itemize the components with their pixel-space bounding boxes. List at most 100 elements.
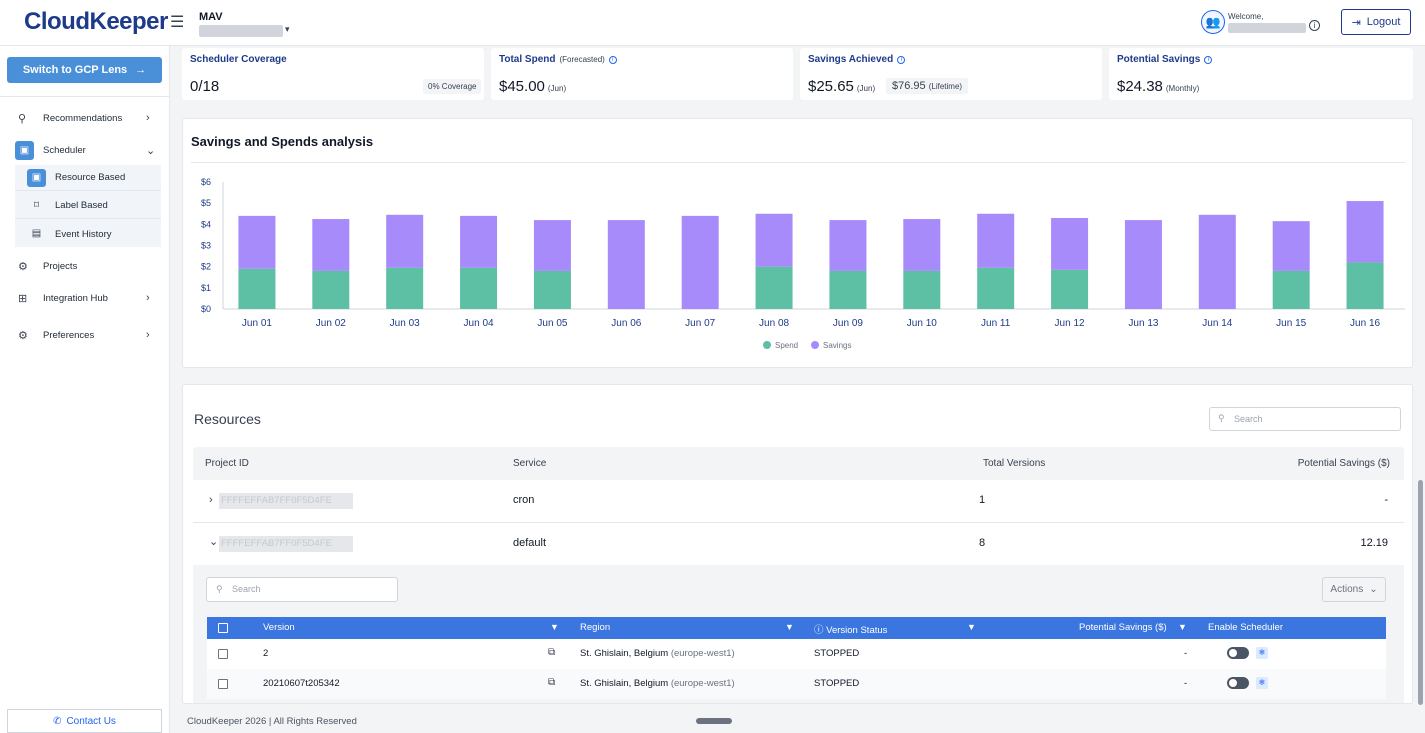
copy-icon[interactable]: ⧉ <box>548 677 556 688</box>
bar-savings <box>755 213 793 267</box>
status-cell: STOPPED <box>814 678 860 689</box>
info-icon: ⓘ <box>814 625 827 636</box>
table-row: 20210607t205342 ⧉ St. Ghislain, Belgium … <box>207 669 1386 699</box>
column-header-version[interactable]: Version <box>263 622 295 633</box>
resources-table-header: Project ID Service Total Versions Potent… <box>193 447 1404 480</box>
logout-icon: ⇥ <box>1351 16 1361 29</box>
welcome-text: Welcome, <box>1228 12 1264 21</box>
row-checkbox[interactable] <box>218 649 228 659</box>
column-header-enable-scheduler[interactable]: Enable Scheduler <box>1208 622 1283 633</box>
kpi-value: $24.38 (Monthly) <box>1117 78 1199 95</box>
search-placeholder: Search <box>1234 414 1263 424</box>
project-id-redacted: FFFFEFFAB7FF0F5D4FE <box>219 536 353 552</box>
x-tick-label: Jun 14 <box>1202 318 1232 329</box>
gear-icon: ⚙ <box>18 329 28 342</box>
bar-savings <box>829 220 867 271</box>
sidebar-subitem-event-history[interactable]: ▤ Event History <box>15 221 161 247</box>
x-tick-label: Jun 15 <box>1276 318 1306 329</box>
filter-icon[interactable]: ▼ <box>785 622 794 632</box>
column-header-total-versions[interactable]: Total Versions <box>983 458 1046 469</box>
service-cell: default <box>513 537 547 549</box>
enable-scheduler-toggle[interactable] <box>1227 647 1249 659</box>
scrollbar-thumb[interactable] <box>1418 480 1423 705</box>
column-header-service[interactable]: Service <box>513 458 547 469</box>
table-row[interactable]: ⌄ FFFFEFFAB7FF0F5D4FE default 8 12.19 <box>193 523 1404 566</box>
chevron-down-icon[interactable]: ⌄ <box>209 536 219 548</box>
info-icon[interactable]: i <box>897 56 906 64</box>
tag-icon: ⌑ <box>33 199 40 211</box>
sidebar-item-projects[interactable]: ⚙ Projects <box>0 254 170 278</box>
row-checkbox[interactable] <box>218 679 228 689</box>
project-id-redacted: FFFFEFFAB7FF0F5D4FE <box>219 493 353 509</box>
info-icon[interactable]: i <box>1204 56 1213 64</box>
sidebar-subitem-label-based[interactable]: ⌑ Label Based <box>15 193 161 219</box>
cloudkeeper-logo[interactable]: CloudKeeper <box>24 8 168 35</box>
snowflake-icon[interactable]: ❄ <box>1256 647 1268 659</box>
sidebar-subitem-label: Event History <box>55 228 112 240</box>
resources-search-input[interactable]: ⚲ Search <box>1209 407 1401 431</box>
select-all-checkbox[interactable] <box>218 623 228 633</box>
bar-spend <box>977 267 1015 309</box>
drag-handle[interactable] <box>696 718 732 724</box>
search-icon: ⚲ <box>216 584 223 594</box>
table-row: 2 ⧉ St. Ghislain, Belgium (europe-west1)… <box>207 639 1386 669</box>
table-row[interactable]: › FFFFEFFAB7FF0F5D4FE cron 1 - <box>193 480 1404 523</box>
contact-us-button[interactable]: ✆ Contact Us <box>7 709 162 733</box>
enable-scheduler-toggle[interactable] <box>1227 677 1249 689</box>
filter-icon[interactable]: ▼ <box>1178 622 1187 632</box>
info-icon[interactable]: i <box>1309 20 1320 31</box>
kpi-title: Scheduler Coverage <box>190 54 287 65</box>
sidebar-subitem-resource-based[interactable]: ▣ Resource Based <box>15 165 161 191</box>
sidebar-item-label: Scheduler <box>43 144 86 156</box>
y-tick-label: $6 <box>201 177 211 187</box>
bar-savings <box>681 215 719 309</box>
history-icon: ▤ <box>31 228 42 239</box>
filter-icon[interactable]: ▼ <box>550 622 559 632</box>
y-tick-label: $4 <box>201 219 211 229</box>
y-tick-label: $1 <box>201 283 211 293</box>
y-tick-label: $3 <box>201 241 211 251</box>
bar-spend <box>386 267 424 309</box>
kpi-title: Savings Achieved i <box>808 54 906 65</box>
filter-icon[interactable]: ▼ <box>967 622 976 632</box>
menu-icon[interactable]: ☰ <box>170 14 185 31</box>
chevron-down-icon[interactable]: ▾ <box>285 24 290 34</box>
bar-savings <box>607 220 645 309</box>
sidebar-item-integration-hub[interactable]: ⊞ Integration Hub › <box>0 286 170 310</box>
user-icon[interactable]: 👥 <box>1201 10 1225 34</box>
sidebar-item-scheduler[interactable]: ▣ Scheduler ⌄ <box>0 138 170 162</box>
bar-spend <box>829 270 867 309</box>
scrollbar[interactable] <box>1416 46 1425 708</box>
legend-label: Spend <box>775 341 798 350</box>
sidebar-item-preferences[interactable]: ⚙ Preferences › <box>0 323 170 347</box>
bar-savings <box>460 215 498 268</box>
kpi-title: Potential Savings i <box>1117 54 1213 65</box>
org-account-redacted[interactable] <box>199 25 283 37</box>
column-header-region[interactable]: Region <box>580 622 611 633</box>
sidebar-item-label: Integration Hub <box>43 292 108 304</box>
footer: CloudKeeper 2026 | All Rights Reserved <box>171 708 1425 733</box>
user-email-redacted <box>1228 23 1306 33</box>
sidebar-item-label: Preferences <box>43 329 95 341</box>
column-header-potential-savings[interactable]: Potential Savings ($) <box>1297 458 1390 469</box>
sidebar: Switch to GCP Lens → ⚲ Recommendations ›… <box>0 46 170 733</box>
versions-search-input[interactable]: ⚲ Search <box>206 577 398 602</box>
grid-icon: ⊞ <box>18 292 28 305</box>
switch-gcp-lens-button[interactable]: Switch to GCP Lens → <box>7 57 162 83</box>
x-tick-label: Jun 03 <box>390 318 420 329</box>
divider <box>0 96 170 97</box>
column-header-potential-savings[interactable]: Potential Savings ($) <box>1079 622 1167 633</box>
copy-icon[interactable]: ⧉ <box>548 647 556 658</box>
x-tick-label: Jun 05 <box>537 318 567 329</box>
sidebar-item-recommendations[interactable]: ⚲ Recommendations › <box>0 106 170 130</box>
chevron-down-icon: ⌄ <box>1369 584 1378 595</box>
actions-dropdown[interactable]: Actions ⌄ <box>1322 577 1386 602</box>
bar-savings <box>1272 221 1310 271</box>
info-icon[interactable]: i <box>608 56 617 64</box>
column-header-version-status[interactable]: ⓘ Version Status <box>814 622 887 636</box>
logout-button[interactable]: ⇥ Logout <box>1341 9 1411 35</box>
chevron-right-icon[interactable]: › <box>209 494 213 506</box>
bar-savings <box>533 220 571 271</box>
snowflake-icon[interactable]: ❄ <box>1256 677 1268 689</box>
column-header-project-id[interactable]: Project ID <box>205 458 249 469</box>
